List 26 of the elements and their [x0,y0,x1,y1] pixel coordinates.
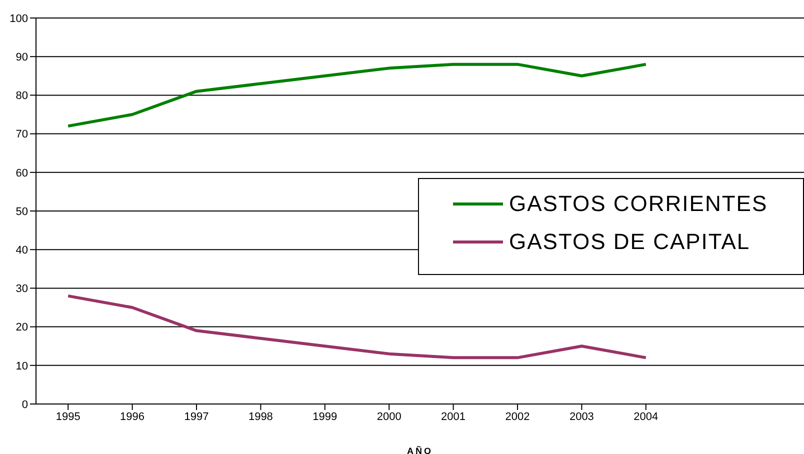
x-tick-label: 1999 [312,410,338,423]
y-tick-label: 100 [10,12,28,25]
y-tick-label: 80 [16,90,28,102]
y-tick-label: 90 [16,52,28,64]
x-tick-label: 1996 [120,410,145,423]
y-tick-label: 40 [16,244,28,257]
y-tick-label: 60 [16,167,28,180]
line-series [66,62,648,128]
x-tick-label: 2002 [505,410,530,423]
legend-label: GASTOS CORRIENTES [509,191,768,217]
x-tick-label: 2004 [634,410,658,423]
y-tick-label: 0 [22,398,28,411]
x-axis-title: AÑO [407,445,433,454]
y-tick-label: 70 [16,128,28,141]
line-series [66,294,648,360]
y-tick-label: 50 [16,206,28,218]
y-tick-label: 30 [16,283,28,296]
y-tick-label: 10 [16,360,28,372]
x-tick-label: 1995 [56,410,80,423]
x-tick-label: 1998 [248,410,273,423]
y-tick-label: 20 [16,322,28,334]
x-tick-label: 2003 [569,410,594,423]
x-tick-label: 2000 [376,410,402,423]
legend-label: GASTOS DE CAPITAL [509,229,750,255]
x-tick-label: 2001 [441,410,466,423]
x-tick-label: 1997 [184,410,209,423]
